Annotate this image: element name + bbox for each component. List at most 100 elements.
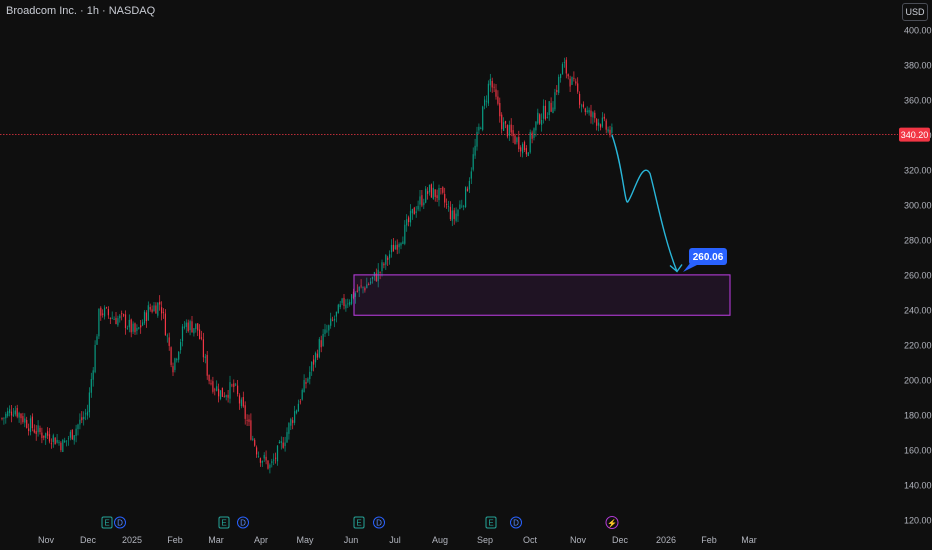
candle-body — [153, 305, 155, 312]
candle-body — [37, 425, 39, 433]
candle-body — [200, 337, 203, 339]
candle-body — [94, 344, 96, 373]
candle-body — [229, 382, 231, 399]
candle-body — [197, 323, 199, 331]
candle-body — [504, 121, 507, 124]
dividend-badge — [510, 516, 522, 529]
candle-body — [244, 405, 246, 419]
time-tick-label: Feb — [701, 535, 717, 545]
price-tick-label: 140.00 — [904, 481, 932, 491]
time-tick-label: Jul — [389, 535, 401, 545]
candle-body — [385, 255, 387, 265]
dividend-badge — [373, 516, 385, 529]
candle-body — [130, 319, 132, 333]
candle-body — [288, 423, 290, 434]
candle-body — [307, 378, 309, 382]
candle-body — [3, 417, 5, 419]
candle-body — [75, 428, 77, 436]
dividend-badge — [237, 516, 249, 529]
candle-body — [282, 442, 284, 448]
candle-body — [457, 210, 459, 217]
candle-body — [212, 381, 214, 392]
candle-body — [349, 301, 351, 305]
candle-body — [221, 387, 223, 397]
candle-body — [67, 438, 70, 440]
demand-zone-box — [353, 274, 731, 316]
candle-body — [39, 427, 41, 433]
earnings-icon: E — [353, 516, 365, 529]
candle-body — [22, 416, 24, 423]
candle-body — [183, 326, 185, 328]
candle-body — [178, 351, 180, 360]
candle-body — [567, 74, 569, 77]
candle-body — [105, 307, 108, 309]
currency-button[interactable]: USD — [902, 3, 928, 21]
candle-body — [252, 438, 254, 441]
candle-body — [47, 431, 49, 436]
candle-body — [275, 457, 277, 459]
candle-body — [440, 188, 442, 190]
candle-body — [415, 211, 417, 213]
candle-body — [370, 281, 372, 284]
candle-body — [592, 112, 594, 118]
candle-body — [64, 440, 66, 443]
candle-body — [436, 195, 438, 199]
time-tick-label: Dec — [80, 535, 97, 545]
candle-body — [29, 418, 32, 432]
candle-body — [142, 322, 144, 326]
candle-body — [409, 210, 412, 223]
candle-body — [459, 204, 461, 209]
candle-body — [552, 107, 554, 114]
candle-body — [556, 90, 558, 92]
candle-body — [210, 383, 212, 385]
candle-body — [497, 96, 499, 104]
candle-body — [554, 92, 556, 110]
current-price-tag: 340.20 — [899, 127, 930, 142]
candle-body — [73, 435, 75, 441]
candle-body — [290, 419, 292, 426]
candle-body — [351, 294, 353, 304]
candle-body — [379, 272, 381, 273]
candle-body — [204, 356, 206, 358]
candle-body — [299, 401, 301, 403]
candle-body — [238, 395, 241, 404]
candle-body — [503, 122, 505, 131]
candle-body — [406, 219, 408, 226]
candle-body — [124, 314, 127, 328]
earnings-letter: E — [104, 519, 109, 528]
candle-body — [96, 336, 98, 345]
candle-body — [31, 416, 33, 429]
candle-body — [7, 411, 9, 417]
candle-body — [603, 116, 605, 119]
time-tick-label: Nov — [570, 535, 587, 545]
target-price-tag: 260.06 — [683, 248, 727, 272]
candle-body — [508, 125, 510, 136]
candle-body — [297, 403, 299, 412]
candle-body — [227, 394, 229, 398]
candle-body — [356, 290, 358, 292]
candle-body — [66, 440, 68, 442]
candle-body — [423, 202, 425, 206]
candle-body — [256, 447, 258, 455]
candle-body — [434, 189, 436, 197]
candle-body — [493, 86, 495, 88]
candle-body — [484, 99, 486, 106]
candle-body — [366, 284, 368, 289]
candle-body — [438, 188, 440, 201]
currency-label: USD — [905, 7, 925, 17]
candle-body — [611, 127, 613, 133]
symbol-title[interactable]: Broadcom Inc. · 1h · NASDAQ — [6, 5, 156, 17]
candle-body — [491, 80, 493, 88]
time-tick-label: Mar — [208, 535, 224, 545]
target-price-tag-bg — [689, 248, 727, 265]
dividend-letter: D — [376, 519, 382, 528]
candle-body — [381, 262, 383, 272]
candle-body — [100, 307, 102, 316]
time-tick-label: Jun — [344, 535, 359, 545]
candle-body — [240, 399, 242, 407]
candle-body — [265, 456, 267, 461]
candle-body — [195, 323, 197, 330]
candle-body — [318, 339, 320, 358]
candle-body — [525, 148, 527, 155]
